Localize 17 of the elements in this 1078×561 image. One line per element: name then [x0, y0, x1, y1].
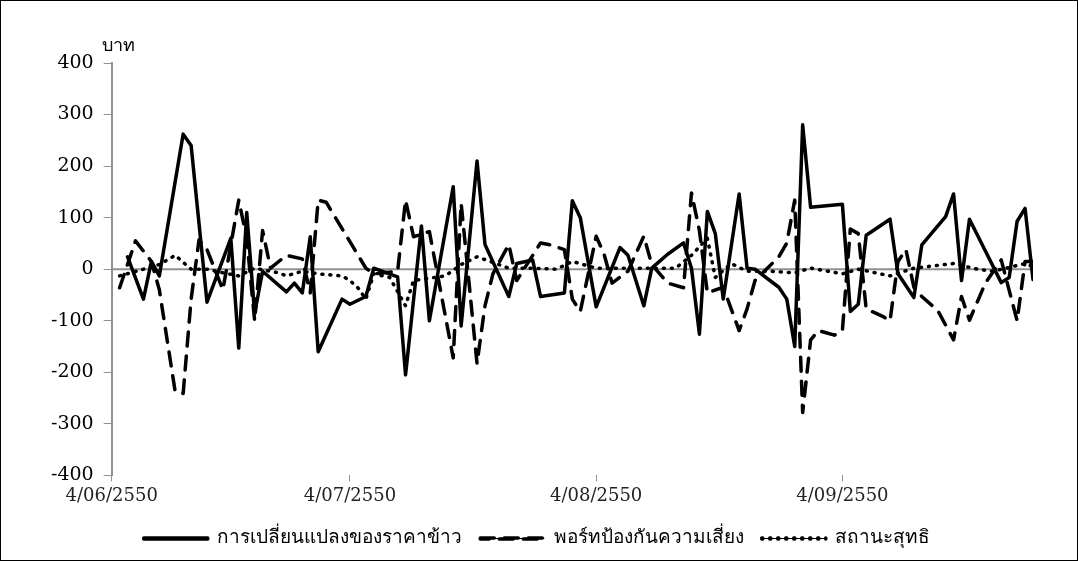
y-tick-label: 400: [57, 49, 94, 72]
y-tick-label: 100: [57, 204, 94, 227]
y-tick-label: -200: [51, 359, 94, 382]
legend-label: สถานะสุทธิ: [835, 525, 931, 550]
legend-label: พอร์ทป้องกันความเสี่ยง: [553, 523, 744, 548]
y-tick-label: 200: [57, 153, 94, 176]
legend-label: การเปลี่ยนแปลงของราคาข้าว: [217, 523, 463, 548]
x-tick-label: 4/07/2550: [303, 483, 397, 505]
y-tick-label: -300: [51, 410, 94, 433]
x-tick-label: 4/08/2550: [550, 483, 643, 505]
x-tick-label: 4/09/2550: [796, 483, 889, 505]
y-tick-label: -400: [51, 462, 94, 485]
y-tick-label: 300: [57, 101, 94, 124]
y-tick-label: 0: [81, 256, 94, 279]
y-tick-label: -100: [51, 307, 94, 330]
y-axis-title: บาท: [101, 33, 135, 55]
x-tick-label: 4/06/2550: [65, 483, 158, 505]
